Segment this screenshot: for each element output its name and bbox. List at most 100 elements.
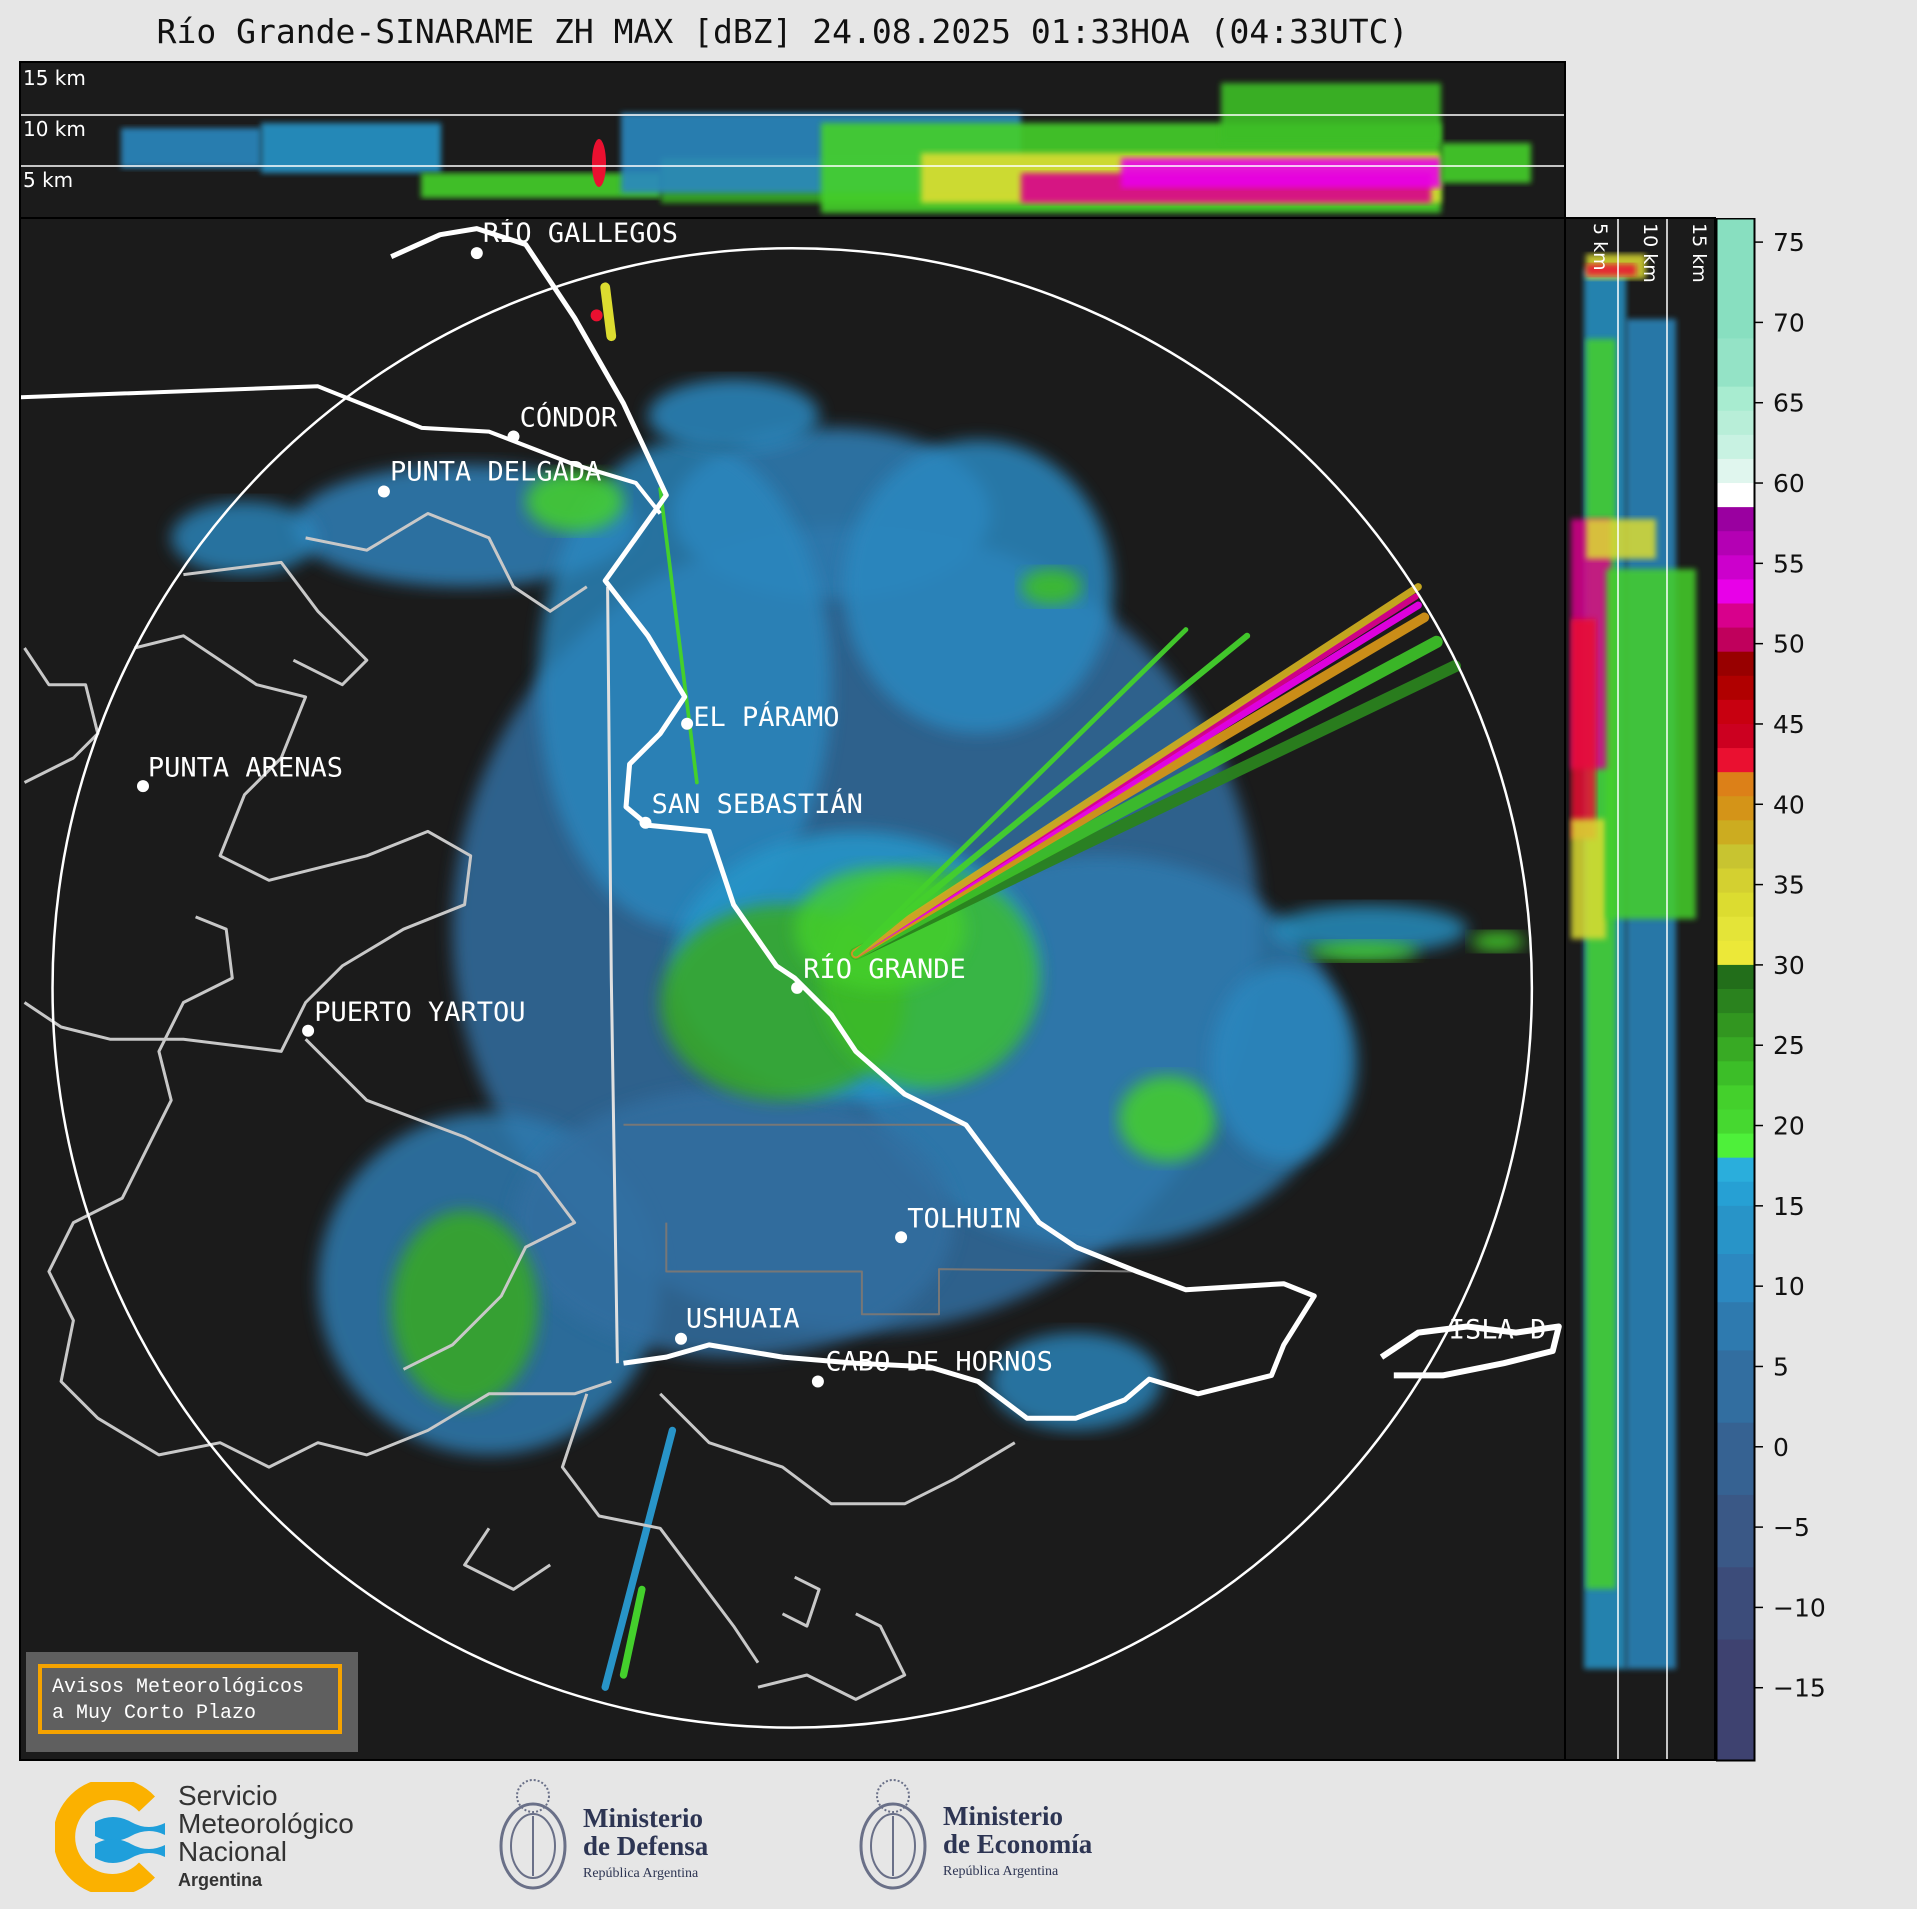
defensa-line-1: Ministerio (583, 1803, 703, 1833)
chart-title: Río Grande-SINARAME ZH MAX [dBZ] 24.08.2… (156, 12, 1409, 51)
colorbar-tick-label: 50 (1773, 630, 1805, 659)
colorbar-band (1717, 916, 1754, 942)
coastline (47, 915, 612, 1469)
coastline (560, 1393, 760, 1664)
colorbar-tick-label: 30 (1773, 951, 1805, 980)
smn-line-3: Nacional (178, 1836, 287, 1867)
colorbar-band (1717, 627, 1754, 653)
colorbar-band (1717, 1181, 1754, 1207)
city-marker[interactable]: ISLA D (1449, 1315, 1547, 1346)
smn-logo: Servicio Meteorológico Nacional Argentin… (55, 1776, 395, 1896)
colorbar-band (1717, 603, 1754, 629)
radar-map[interactable]: RÍO GALLEGOS CÓNDOR PUNTA DELGADA EL PÁRAMO… (21, 219, 1564, 1759)
city-dot (675, 1332, 687, 1345)
coastlines (21, 226, 1562, 1701)
range-ring (51, 246, 1534, 1729)
echo-streak (600, 282, 617, 342)
colorbar-band (1717, 1109, 1754, 1135)
city-dot (791, 981, 804, 994)
side-cross-section: 5 km 10 km 15 km (1571, 219, 1710, 1759)
coastline (183, 560, 369, 687)
colorbar-band (1717, 434, 1754, 460)
echo-cell (1121, 158, 1441, 188)
colorbar-tick-label: 20 (1773, 1112, 1805, 1141)
colorbar-tick-label: 75 (1773, 228, 1805, 257)
colorbar-band (1717, 507, 1754, 532)
echo-cell (590, 309, 603, 322)
echo-cell (261, 123, 441, 173)
echo-cell (513, 1088, 954, 1358)
coastline (659, 1392, 1016, 1506)
altitude-label-5km: 5 km (1589, 223, 1611, 271)
city-label: TOLHUIN (907, 1204, 1021, 1235)
colorbar-band (1717, 820, 1754, 845)
city-dot (639, 816, 652, 829)
echo-cell (1441, 143, 1531, 183)
colorbar-band (1717, 1567, 1754, 1641)
city-marker[interactable]: RÍO GRANDE (791, 953, 966, 994)
smn-emblem-icon (55, 1782, 165, 1892)
warning-box-frame[interactable]: Avisos Meteorológicos a Muy Corto Plazo (38, 1664, 342, 1734)
city-label: CABO DE HORNOS (825, 1347, 1053, 1378)
colorbar-band (1717, 1133, 1754, 1159)
city-marker[interactable]: PUNTA ARENAS (137, 752, 343, 793)
coastline (305, 512, 588, 613)
echo-cell (1308, 941, 1419, 961)
warning-line-1: Avisos Meteorológicos (52, 1676, 305, 1699)
colorbar-band (1717, 555, 1754, 580)
colorbar-band (1717, 989, 1754, 1014)
economia-line-1: Ministerio (943, 1801, 1063, 1831)
colorbar-tick-label: −10 (1773, 1593, 1826, 1622)
coat-of-arms-icon (859, 1779, 927, 1890)
city-marker[interactable]: CABO DE HORNOS (811, 1347, 1053, 1388)
city-dot (302, 1024, 315, 1037)
colorbar-band (1717, 1157, 1754, 1183)
echo-cell (1271, 904, 1468, 954)
colorbar-band (1717, 218, 1754, 339)
echo-cell (1118, 1075, 1217, 1162)
warning-box[interactable]: Avisos Meteorológicos a Muy Corto Plazo (26, 1652, 358, 1752)
echo-streak (658, 487, 699, 785)
city-marker[interactable]: USHUAIA (675, 1304, 800, 1345)
smn-line-4: Argentina (178, 1870, 263, 1890)
city-label: PUNTA DELGADA (390, 457, 601, 488)
echo-cell (1221, 83, 1441, 143)
colorbar-band (1717, 1254, 1754, 1303)
echo-cell (1020, 568, 1082, 606)
ministerio-economia-logo: Ministerio de Economía República Argenti… (855, 1776, 1135, 1896)
echo-streak (619, 1585, 646, 1679)
colorbar-tick-label: 35 (1773, 871, 1805, 900)
city-marker[interactable]: TOLHUIN (895, 1204, 1021, 1244)
city-label: CÓNDOR (520, 402, 618, 434)
city-marker[interactable]: SAN SEBASTIÁN (639, 788, 863, 829)
city-dot (811, 1375, 824, 1388)
echo-cell (525, 470, 624, 532)
city-marker[interactable]: PUERTO YARTOU (302, 997, 526, 1037)
colorbar-band (1717, 868, 1754, 894)
colorbar-band (1717, 723, 1754, 749)
colorbar-frame (1716, 218, 1756, 1762)
colorbar-band (1717, 1205, 1754, 1255)
reflectivity-layer (171, 282, 1525, 1691)
radar-map-panel[interactable]: RÍO GALLEGOS CÓNDOR PUNTA DELGADA EL PÁRAMO… (19, 217, 1566, 1761)
echo-cell (592, 139, 606, 187)
coastline (304, 1038, 577, 1371)
colorbar-band (1717, 1037, 1754, 1062)
colorbar-tick-label: 55 (1773, 549, 1805, 578)
colorbar-tick-label: 65 (1773, 389, 1805, 418)
coastline (665, 1222, 1138, 1316)
city-marker[interactable]: CÓNDOR (507, 402, 618, 443)
top-cross-section-panel: 15 km 10 km 5 km (19, 61, 1566, 219)
echo-cell (648, 379, 820, 453)
echo-ray (853, 627, 1189, 957)
city-marker[interactable]: RÍO GALLEGOS (470, 219, 678, 260)
city-marker[interactable]: EL PÁRAMO (681, 701, 840, 733)
city-marker[interactable]: PUNTA DELGADA (377, 457, 601, 498)
colorbar-tick-label: −5 (1773, 1513, 1810, 1542)
colorbar-tick-label: 15 (1773, 1192, 1805, 1221)
coastline (23, 647, 100, 784)
city-label: SAN SEBASTIÁN (652, 788, 863, 820)
economia-line-3: República Argentina (943, 1864, 1059, 1879)
colorbar-band (1717, 338, 1754, 388)
colorbar-band (1717, 579, 1754, 604)
